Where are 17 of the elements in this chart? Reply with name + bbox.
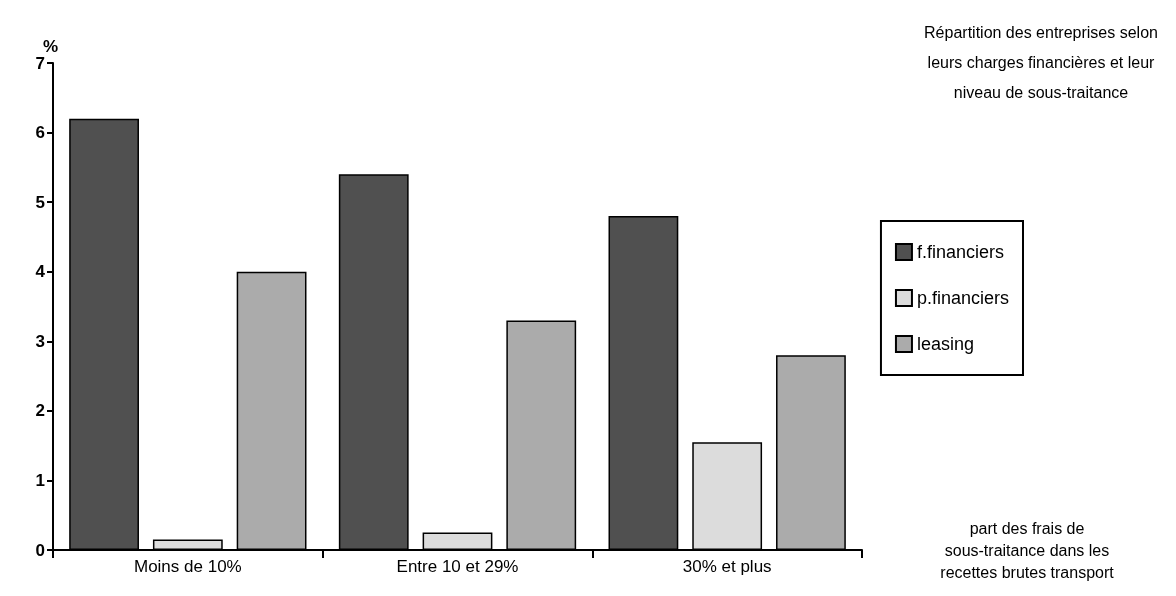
y-tick-label: 1 (35, 470, 45, 490)
y-tick-label: 5 (35, 192, 45, 212)
legend-label: leasing (916, 334, 974, 354)
y-tick-label: 7 (35, 53, 45, 73)
x-axis-title: part des frais de sous-traitance dans les recettes brutes transport (940, 519, 1115, 581)
y-axis-title: % (43, 36, 59, 56)
y-tick-label: 6 (35, 123, 45, 143)
x-tick-label: 30% et plus (682, 557, 772, 576)
y-tick-label: 3 (35, 331, 45, 351)
legend-label: f.financiers (916, 242, 1004, 262)
y-tick-label: 2 (35, 401, 45, 421)
legend-label: p.financiers (916, 288, 1010, 308)
y-tick-label: 4 (35, 262, 46, 282)
text: Répartition des entreprises selon leurs charges financières et leur niveau de sous-traitance (924, 23, 1158, 101)
x-tick-label: Moins de 10% (133, 557, 242, 576)
x-tick-label: Entre 10 et 29% (396, 557, 519, 576)
y-tick-label: 0 (35, 540, 45, 560)
